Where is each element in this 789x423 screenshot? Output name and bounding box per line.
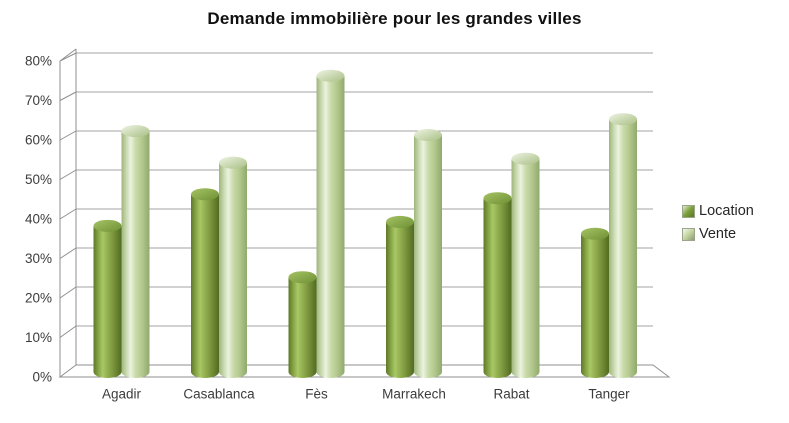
legend-item-vente: Vente: [682, 226, 754, 242]
bar-marrakech-vente: [414, 129, 442, 378]
x-axis-label: Casablanca: [183, 387, 255, 402]
y-tick-connector: [59, 247, 77, 259]
legend-item-location: Location: [682, 203, 754, 219]
y-tick-connector: [59, 52, 77, 62]
location-series-marker-icon: [682, 204, 695, 218]
x-axis-label: Fès: [305, 387, 328, 402]
cylinder-top: [511, 152, 540, 165]
gridlines: [76, 52, 653, 327]
x-axis-label: Marrakech: [382, 387, 446, 402]
bar-marrakech-location: [386, 215, 414, 378]
cylinder-top: [316, 69, 345, 82]
cylinder-top: [121, 125, 150, 138]
y-axis-label: 80%: [25, 54, 52, 69]
cylinder-body: [191, 194, 219, 372]
cylinder-body: [316, 75, 345, 372]
chart-walls: [58, 48, 671, 378]
x-axis-label: Tanger: [588, 387, 630, 402]
wall-top-edge: [59, 48, 77, 62]
cylinder-top: [191, 188, 219, 201]
chart-title: Demande immobilière pour les grandes vil…: [207, 9, 582, 28]
y-axis-label: 70%: [25, 93, 52, 108]
legend-label: Vente: [699, 226, 737, 242]
axis-tick-connectors: [59, 52, 77, 338]
y-axis-label: 0%: [32, 370, 52, 385]
cylinder-top: [414, 129, 442, 141]
bars: [93, 69, 637, 378]
vente-series-marker-icon: [682, 227, 695, 241]
y-axis-labels: 0% 10% 20% 30% 40% 50% 60% 70% 80%: [25, 54, 52, 385]
bar-agadir-vente: [121, 125, 150, 378]
y-tick-connector: [59, 169, 77, 180]
x-axis-label: Agadir: [102, 387, 142, 402]
y-tick-connector: [59, 130, 77, 141]
cylinder-body: [581, 233, 609, 372]
y-axis-label: 40%: [25, 212, 52, 227]
y-axis-label: 10%: [25, 330, 52, 345]
cylinder-body: [219, 162, 247, 372]
cylinder-body: [121, 131, 150, 372]
cylinder-body: [609, 119, 637, 372]
legend: Location Vente: [682, 203, 754, 242]
cylinder-body: [483, 198, 512, 372]
bar-casablanca-location: [191, 188, 219, 378]
y-tick-connector: [59, 208, 77, 220]
cylinder-top: [219, 156, 247, 169]
bar-casablanca-vente: [219, 156, 247, 378]
bar-agadir-location: [93, 219, 122, 378]
cylinder-body: [414, 135, 442, 372]
x-axis-label: Rabat: [493, 387, 529, 402]
y-axis-label: 50%: [25, 172, 52, 187]
cylinder-top: [288, 271, 317, 284]
y-tick-connector: [59, 91, 77, 101]
chart-floor: [58, 364, 671, 378]
bar-rabat-vente: [511, 152, 540, 378]
cylinder-body: [511, 158, 540, 372]
cylinder-top: [581, 227, 609, 240]
cylinder-top: [386, 215, 414, 228]
legend-label: Location: [699, 203, 754, 219]
bar-rabat-location: [483, 192, 512, 378]
cylinder-body: [386, 221, 414, 372]
bar-fès-location: [288, 271, 317, 378]
y-tick-connector: [59, 325, 77, 338]
cylinder-top: [483, 192, 512, 205]
bar-tanger-location: [581, 227, 609, 378]
y-axis-label: 30%: [25, 251, 52, 266]
bar-fès-vente: [316, 69, 345, 378]
y-tick-connector: [59, 286, 77, 299]
bar-tanger-vente: [609, 113, 637, 378]
cylinder-top: [609, 113, 637, 126]
y-axis-label: 20%: [25, 291, 52, 306]
cylinder-body: [93, 225, 122, 372]
cylinder-body: [288, 277, 317, 372]
cylinder-top: [93, 219, 122, 232]
x-axis-labels: Agadir Casablanca Fès Marrakech Rabat Tanger: [102, 387, 630, 402]
y-axis-label: 60%: [25, 133, 52, 148]
